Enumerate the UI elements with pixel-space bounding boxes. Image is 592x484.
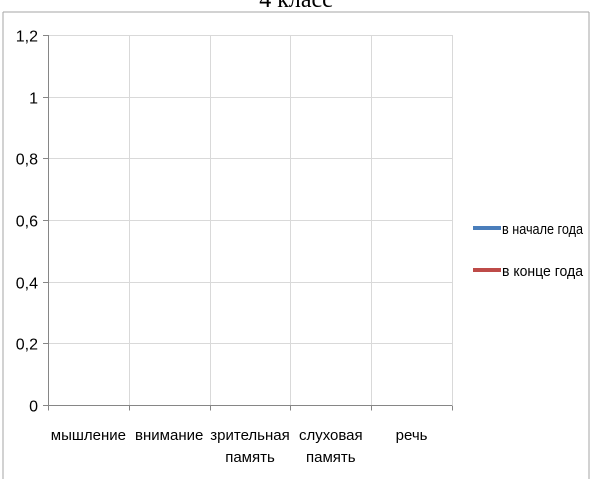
x-tick-label: слуховая память [299,427,363,466]
legend-label: в начале года [502,221,584,238]
y-tick-label: 1,2 [16,29,38,46]
y-tick-label: 1 [29,91,38,108]
y-tick-label: 0,2 [16,337,38,354]
x-tick-label: речь [396,427,428,444]
y-tick-label: 0 [29,399,38,416]
x-tick-label: мышление [51,427,126,444]
chart-title: 4 класс [259,0,333,13]
x-tick-label: зрительная память [210,427,289,466]
x-tick-label: внимание [135,427,203,444]
y-tick-label: 0,8 [16,152,38,169]
legend-label: в конце года [502,263,584,280]
y-tick-label: 0,4 [16,276,38,293]
y-tick-label: 0,6 [16,214,38,231]
